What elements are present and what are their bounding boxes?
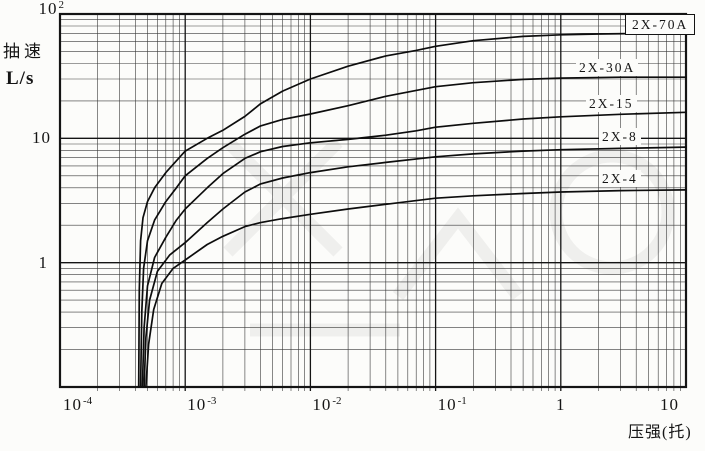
x-tick-label: 10-3 <box>187 395 217 414</box>
y-axis-title: 抽速 <box>3 42 45 61</box>
curve-label-2x-70a: 2X-70A <box>625 14 696 35</box>
y-tick-label: 102 <box>38 0 65 18</box>
curve-label-2x-8: 2X-8 <box>599 128 641 145</box>
x-tick-label: 10-4 <box>63 395 93 414</box>
curve-2X-15 <box>141 111 687 388</box>
curve-2X-8 <box>143 146 687 388</box>
watermark <box>223 137 675 337</box>
grid-major <box>60 14 686 391</box>
curve-2X-70A <box>137 32 687 388</box>
curve-2X-30A <box>139 76 687 388</box>
plot-border <box>58 12 688 389</box>
y-tick-label: 1 <box>38 252 48 272</box>
x-tick-label: 10-2 <box>312 395 342 414</box>
curve-label-2x-15: 2X-15 <box>586 95 637 112</box>
curve-label-2x-4: 2X-4 <box>599 170 641 187</box>
x-tick-label: 1 <box>556 395 566 414</box>
x-tick-label: 10-1 <box>437 395 467 414</box>
x-tick-label: 10 <box>660 395 679 414</box>
grid-minor <box>60 14 686 391</box>
x-axis-title: 压强(托) <box>628 424 692 441</box>
y-tick-label: 10 <box>32 128 51 148</box>
y-axis-unit: L/s <box>6 68 35 89</box>
curve-label-2x-30a: 2X-30A <box>576 59 639 76</box>
curve-2X-4 <box>145 189 687 388</box>
